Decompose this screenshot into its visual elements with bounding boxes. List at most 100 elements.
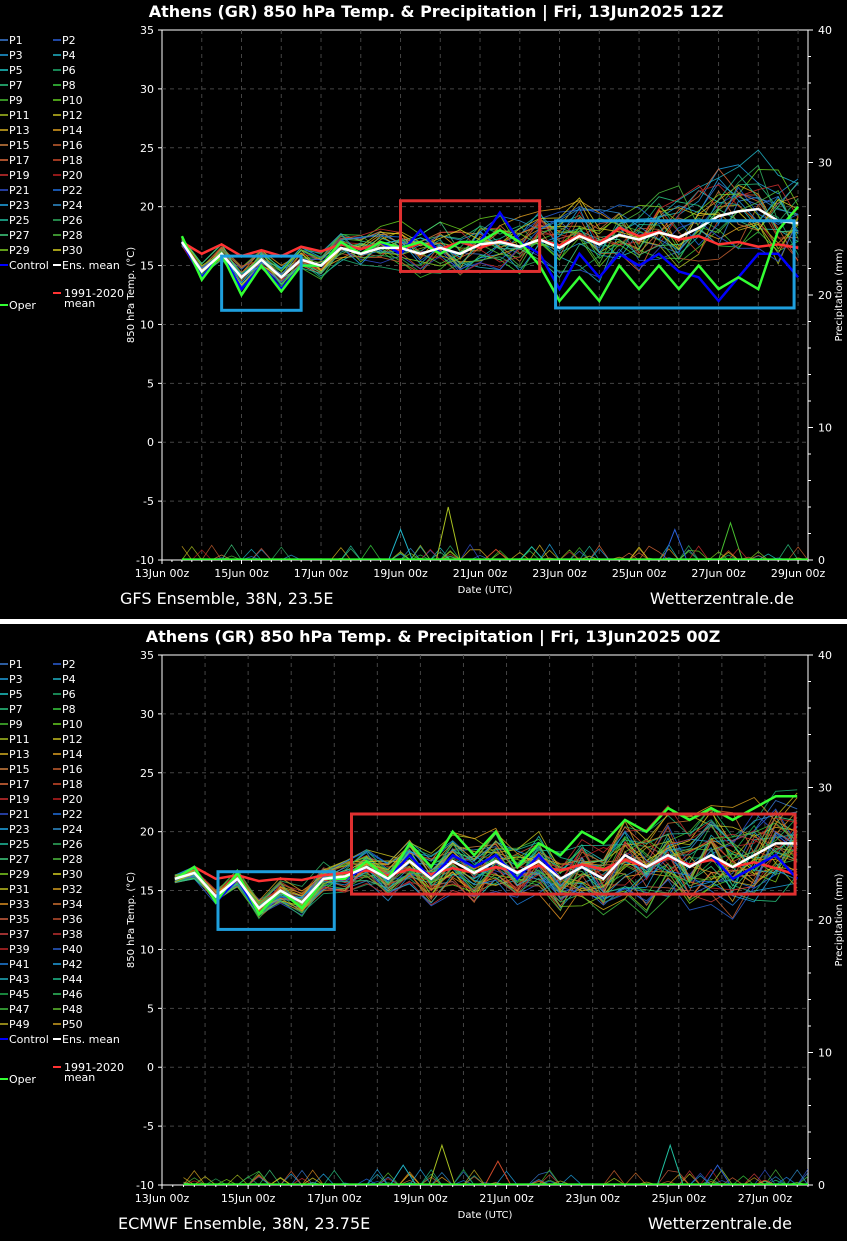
x-tick-label: 15Jun 00z xyxy=(214,567,269,580)
x-tick-label: 17Jun 00z xyxy=(307,1192,362,1205)
ensemble-member-line xyxy=(174,842,798,914)
plot-area xyxy=(180,149,808,560)
legend-label: P2 xyxy=(62,658,76,671)
legend-label: P28 xyxy=(62,853,83,866)
footer-model-label: ECMWF Ensemble, 38N, 23.75E xyxy=(118,1214,370,1233)
legend-label: P37 xyxy=(9,928,30,941)
y-axis-label-right: Precipitation (mm) xyxy=(834,248,845,341)
legend-label: P48 xyxy=(62,1003,83,1016)
legend-label: P21 xyxy=(9,184,30,197)
y-tick-label: -10 xyxy=(136,554,154,567)
precip-member-line xyxy=(181,549,808,560)
legend-label: P24 xyxy=(62,823,83,836)
y2-tick-label: 10 xyxy=(818,422,832,435)
legend-label: P24 xyxy=(62,199,83,212)
y-tick-label: 25 xyxy=(140,767,154,780)
legend-label: Control xyxy=(9,259,49,272)
precip-peak xyxy=(662,528,688,560)
y-tick-label: 15 xyxy=(140,885,154,898)
precip-peak xyxy=(519,546,545,560)
x-tick-label: 25Jun 00z xyxy=(652,1192,707,1205)
x-axis-label: Date (UTC) xyxy=(458,1210,513,1221)
legend-label: P13 xyxy=(9,124,30,137)
precip-member-line xyxy=(183,1168,808,1185)
y-tick-label: 0 xyxy=(147,1061,154,1074)
y2-tick-label: 10 xyxy=(818,1047,832,1060)
legend-label: P49 xyxy=(9,1018,30,1031)
legend-label: P10 xyxy=(62,718,83,731)
legend-label: P20 xyxy=(62,169,83,182)
x-tick-label: 23Jun 00z xyxy=(565,1192,620,1205)
legend-label: P11 xyxy=(9,109,30,122)
ensemble-member-line xyxy=(174,804,798,913)
precip-peak xyxy=(389,1164,417,1185)
legend-label: P36 xyxy=(62,913,83,926)
y2-tick-label: 40 xyxy=(818,649,832,662)
legend-label: P8 xyxy=(62,703,76,716)
x-axis-label: Date (UTC) xyxy=(458,585,513,596)
precip-peak xyxy=(704,1164,731,1185)
x-tick-label: 19Jun 00z xyxy=(373,567,428,580)
y2-tick-label: 30 xyxy=(818,782,832,795)
y-tick-label: 20 xyxy=(140,826,154,839)
precip-member-line xyxy=(181,544,808,560)
series-line-oper xyxy=(180,205,800,304)
ensemble-member-line xyxy=(174,817,798,918)
precip-peak xyxy=(483,548,509,560)
y-tick-label: 35 xyxy=(140,649,154,662)
legend-label: P45 xyxy=(9,988,30,1001)
legend-label: P25 xyxy=(9,838,30,851)
precip-member-line xyxy=(183,1170,808,1185)
legend-label: P12 xyxy=(62,733,83,746)
legend-label: P18 xyxy=(62,154,83,167)
legend-label: P42 xyxy=(62,958,83,971)
y-tick-label: 30 xyxy=(140,708,154,721)
highlight-box xyxy=(216,870,336,931)
legend-label-line2: mean xyxy=(64,297,95,310)
legend-label: P7 xyxy=(9,79,23,92)
y-axis-label-left: 850 hPa Temp. (°C) xyxy=(126,872,137,968)
chart-title: Athens (GR) 850 hPa Temp. & Precipitatio… xyxy=(146,627,721,647)
x-tick-label: 19Jun 00z xyxy=(393,1192,448,1205)
legend-label: P18 xyxy=(62,778,83,791)
legend-label: P8 xyxy=(62,79,76,92)
legend-label: P5 xyxy=(9,688,23,701)
legend-label: Oper xyxy=(9,1073,36,1086)
legend-label: P38 xyxy=(62,928,83,941)
y2-tick-label: 20 xyxy=(818,289,832,302)
legend-label: P31 xyxy=(9,883,30,896)
y-axis-label-right: Precipitation (mm) xyxy=(834,873,845,966)
legend-label: P47 xyxy=(9,1003,30,1016)
precip-peak xyxy=(435,506,461,560)
ensemble-member-line xyxy=(174,840,798,909)
precip-peak xyxy=(718,521,743,560)
precip-peak xyxy=(428,1143,456,1185)
legend-label: P10 xyxy=(62,94,83,107)
legend-label: P41 xyxy=(9,958,30,971)
legend-label: P14 xyxy=(62,124,83,137)
precip-member-line xyxy=(181,549,808,560)
legend-label: P9 xyxy=(9,718,23,731)
legend-label: P7 xyxy=(9,703,23,716)
legend-label: P12 xyxy=(62,109,83,122)
legend-label: P19 xyxy=(9,169,30,182)
highlight-box xyxy=(399,199,542,273)
y2-tick-label: 0 xyxy=(818,1179,825,1192)
y-tick-label: 20 xyxy=(140,201,154,214)
y-axis-label-left: 850 hPa Temp. (°C) xyxy=(126,247,137,343)
legend-label: P22 xyxy=(62,808,83,821)
series-line-ens-mean xyxy=(180,207,799,280)
y-tick-label: 25 xyxy=(140,142,154,155)
ensemble-member-line xyxy=(174,797,798,903)
legend-label: P50 xyxy=(62,1018,83,1031)
legend-label: P25 xyxy=(9,214,30,227)
legend-label: P17 xyxy=(9,778,30,791)
legend-label: P13 xyxy=(9,748,30,761)
y-tick-label: 10 xyxy=(140,943,154,956)
legend-label: Ens. mean xyxy=(62,259,120,272)
legend-label: Control xyxy=(9,1033,49,1046)
legend-label: P1 xyxy=(9,658,23,671)
y-tick-label: 0 xyxy=(147,436,154,449)
ensemble-member-line xyxy=(181,184,799,283)
y2-tick-label: 40 xyxy=(818,24,832,37)
